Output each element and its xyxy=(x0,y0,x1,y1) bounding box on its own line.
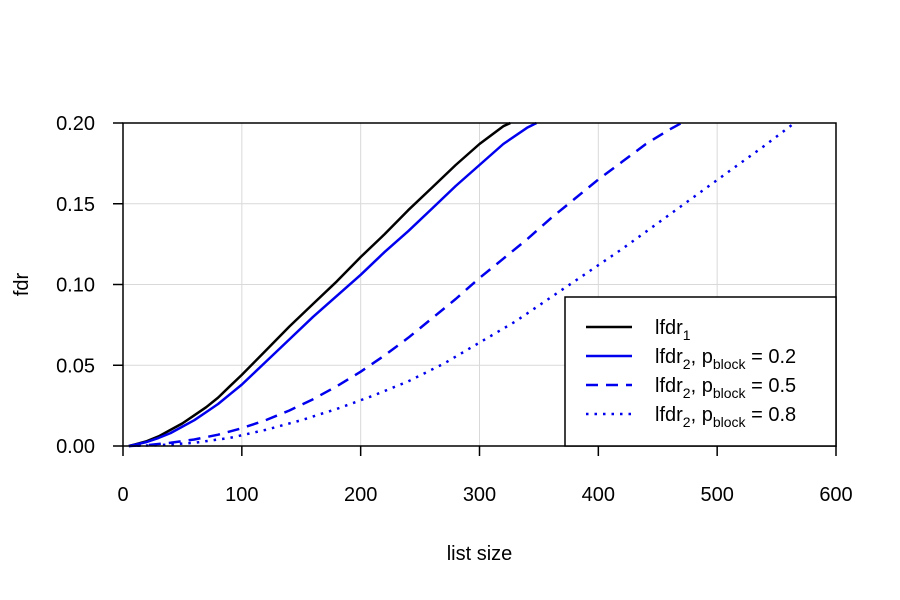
x-tick-label: 0 xyxy=(117,484,128,506)
legend-label: lfdr2, pblock = 0.2 xyxy=(655,346,796,372)
x-tick-label: 200 xyxy=(344,484,377,506)
x-tick-label: 600 xyxy=(819,484,852,506)
y-tick-label: 0.15 xyxy=(56,194,95,216)
series-line-3 xyxy=(128,121,683,448)
legend-label: lfdr2, pblock = 0.8 xyxy=(655,404,796,430)
y-tick-label: 0.20 xyxy=(56,113,95,135)
legend: lfdr1 lfdr2, pblock = 0.2 lfdr2, pblock = … xyxy=(564,296,837,447)
y-tick-label: 0.00 xyxy=(56,436,95,458)
legend-label: lfdr2, pblock = 0.5 xyxy=(655,375,796,401)
x-axis-title: list size xyxy=(447,543,513,565)
x-tick-label: 300 xyxy=(463,484,496,506)
y-tick-label: 0.05 xyxy=(56,355,95,377)
series-line-2 xyxy=(128,121,538,448)
legend-label: lfdr1 xyxy=(655,317,691,343)
y-tick-label: 0.10 xyxy=(56,275,95,297)
series-line-1 xyxy=(128,121,511,448)
x-tick-label: 400 xyxy=(582,484,615,506)
legend-box xyxy=(564,296,837,447)
y-axis-title: fdr xyxy=(11,272,33,296)
series-line-4 xyxy=(128,122,796,448)
x-tick-label: 500 xyxy=(700,484,733,506)
y-axis: 0.00 0.05 0.10 0.15 0.20 xyxy=(56,113,123,458)
series-lines xyxy=(128,121,796,448)
x-tick-label: 100 xyxy=(225,484,258,506)
x-axis: 0 100 200 300 400 500 600 xyxy=(117,446,853,506)
